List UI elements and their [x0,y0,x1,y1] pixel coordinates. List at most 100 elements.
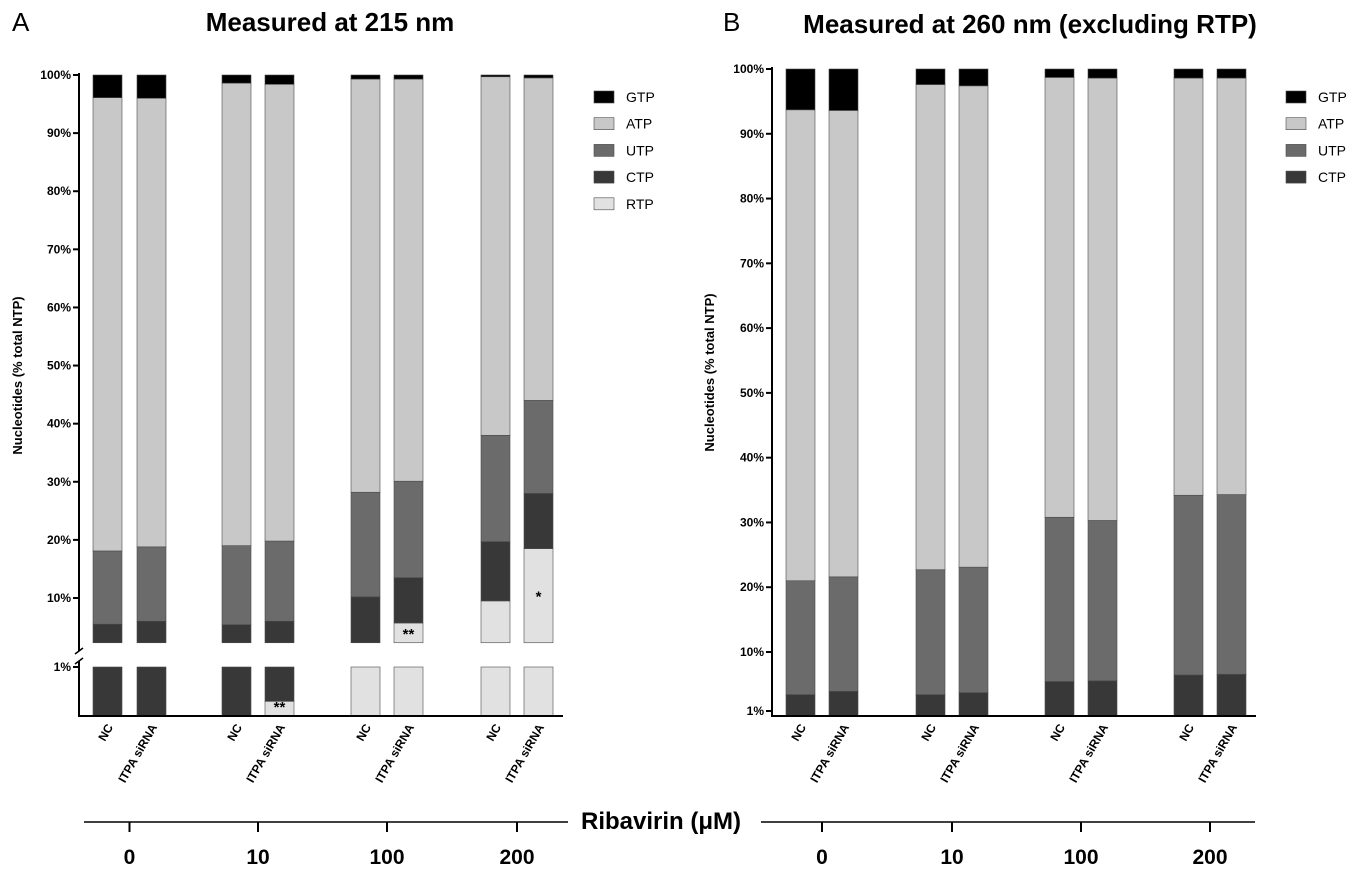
bar-1-gtp [92,74,123,98]
bar-5-gtp [350,74,381,80]
y-tick-label: 70% [47,242,71,256]
bar-7-atp [1173,77,1204,496]
bar-1-utp [785,580,816,695]
y-tick-label: 100% [40,68,71,82]
y-tick-label: 100% [733,62,764,76]
category-label: ITPA siRNA [243,721,288,785]
bar-5-utp [350,491,381,598]
axis-break-mark [74,647,84,655]
bar-4-ctp [264,620,295,644]
bar-6-rtp-lower [393,666,424,717]
bar-1-ctp [92,623,123,644]
bar-2-ctp [136,620,167,644]
group-label: 200 [1192,846,1227,869]
bar-6-gtp [393,74,424,80]
category-label: ITPA siRNA [372,721,417,785]
bar-8-utp [1216,494,1247,675]
bar-1-atp [785,109,816,582]
bar-6-atp [1087,77,1118,521]
bar-4-atp [958,85,989,568]
legend-label-atp: ATP [1318,116,1344,132]
bar-4-ctp-lower [264,666,295,702]
legend-label-utp: UTP [626,142,654,158]
y-tick-label: 40% [47,417,71,431]
legend-swatch-utp [1285,144,1307,157]
x-axis-title: Ribavirin (μM) [581,808,741,835]
legend-label-ctp: CTP [626,169,654,185]
category-label: ITPA siRNA [1066,721,1111,785]
y-tick-label: 50% [47,359,71,373]
chart-title: Measured at 260 nm (excluding RTP) [803,9,1257,39]
bar-5-atp [1044,77,1075,518]
y-tick-label: 70% [740,256,764,270]
bar-8-rtp-lower [523,666,554,717]
bar-8-utp [523,400,554,494]
bar-2-gtp [136,74,167,99]
bar-2-utp [828,576,859,692]
category-label: NC [1047,721,1068,743]
category-label: NC [483,721,504,743]
legend-swatch-atp [1285,117,1307,130]
y-tick-label: 10% [47,591,71,605]
bar-6-utp [1087,520,1118,682]
bar-5-atp [350,78,381,493]
bar-7-atp [480,76,511,436]
y-tick-label: 80% [47,184,71,198]
bar-4-utp [264,540,295,622]
axis-break-mark [74,657,84,665]
legend-label-ctp: CTP [1318,169,1346,185]
legend-label-gtp: GTP [626,89,655,105]
bar-1-utp [92,550,123,625]
bar-3-atp [915,84,946,571]
category-label: ITPA siRNA [807,721,852,785]
y-tick-label: 1% [747,704,765,718]
bar-3-gtp [221,74,252,84]
y-tick-label: 50% [740,386,764,400]
bar-6-utp [393,480,424,578]
legend-label-gtp: GTP [1318,89,1347,105]
bar-3-ctp [221,624,252,644]
bar-2-ctp-lower [136,666,167,717]
category-label: NC [918,721,939,743]
bar-4-gtp [264,74,295,85]
legend-swatch-gtp [1285,90,1307,104]
y-tick-label: 90% [47,126,71,140]
legend-swatch-atp [593,117,615,130]
bar-7-ctp [480,541,511,602]
category-label: NC [788,721,809,743]
bar-5-rtp [350,666,381,717]
legend: GTP ATP UTP CTP RTP [593,89,655,212]
bar-2-atp [136,97,167,548]
bar-2-ctp [828,691,859,717]
legend-swatch-ctp [593,170,615,184]
y-tick-label: 60% [740,321,764,335]
panel-label: A [12,7,30,37]
panel-b: B Measured at 260 nm (excluding RTP) Nucle… [702,7,1347,869]
y-tick-label: 20% [47,533,71,547]
bar-7-utp [1173,494,1204,676]
bar-3-atp [221,82,252,547]
bar-5-ctp [1044,681,1075,717]
category-label: ITPA siRNA [937,721,982,785]
y-axis-label: Nucleotides (% total NTP) [702,293,717,451]
legend-label-utp: UTP [1318,142,1346,158]
bar-5-utp [1044,516,1075,682]
bar-2-atp [828,110,859,578]
y-tick-label: 90% [740,127,764,141]
category-label: NC [353,721,374,743]
bar-1-ctp-lower [92,666,123,717]
y-tick-label: 30% [47,475,71,489]
panel-a: A Measured at 215 nm Nucleotides (% total … [10,7,655,869]
y-tick-label: 20% [740,580,764,594]
significance-annotation: * [536,589,542,606]
significance-annotation: ** [403,626,415,643]
group-label: 100 [1063,846,1098,869]
bar-4-utp [958,566,989,693]
bar-4-gtp [958,68,989,87]
legend-swatch-gtp [593,90,615,104]
bar-8-rtp [523,548,554,644]
legend-swatch-utp [593,144,615,157]
bar-3-gtp [915,68,946,85]
y-tick-label: 80% [740,192,764,206]
